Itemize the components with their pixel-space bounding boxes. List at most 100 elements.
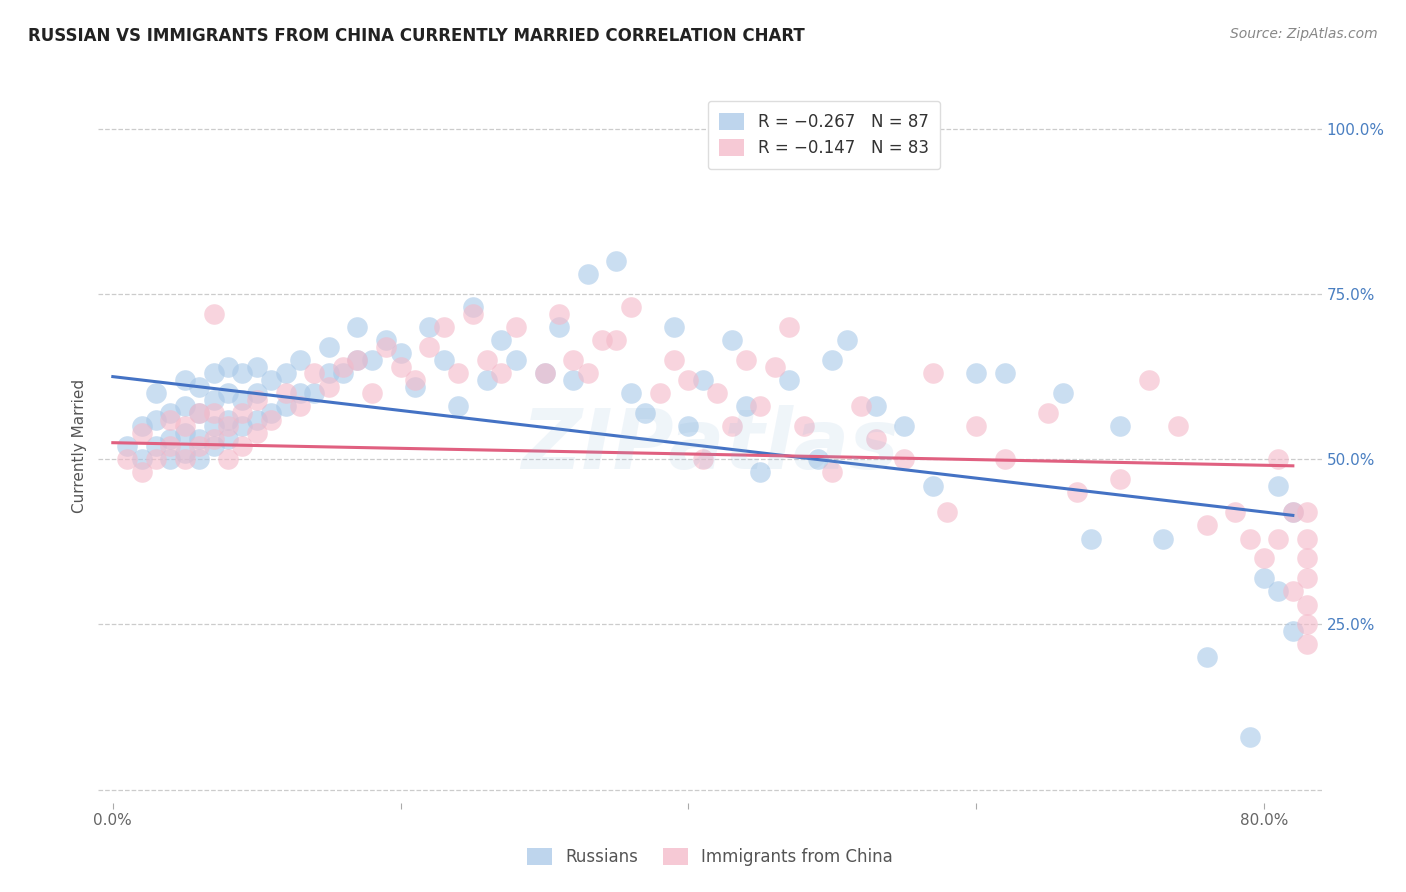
Point	[735, 353, 758, 368]
Point	[735, 400, 758, 414]
Point	[763, 359, 786, 374]
Point	[217, 412, 239, 426]
Point	[173, 445, 195, 459]
Point	[1296, 617, 1319, 632]
Point	[605, 254, 627, 268]
Point	[145, 439, 167, 453]
Point	[202, 392, 225, 407]
Point	[1296, 571, 1319, 585]
Point	[404, 373, 426, 387]
Point	[1052, 386, 1074, 401]
Point	[115, 439, 138, 453]
Point	[533, 367, 555, 381]
Point	[202, 433, 225, 447]
Point	[145, 386, 167, 401]
Point	[720, 333, 742, 347]
Point	[1267, 532, 1289, 546]
Point	[360, 386, 382, 401]
Point	[1152, 532, 1174, 546]
Point	[1282, 505, 1305, 519]
Point	[662, 353, 685, 368]
Y-axis label: Currently Married: Currently Married	[72, 379, 87, 513]
Point	[1267, 452, 1289, 467]
Point	[1066, 485, 1088, 500]
Point	[865, 433, 887, 447]
Point	[246, 412, 269, 426]
Point	[749, 400, 772, 414]
Point	[1195, 650, 1218, 665]
Point	[318, 340, 340, 354]
Point	[389, 359, 412, 374]
Point	[965, 419, 987, 434]
Point	[131, 452, 153, 467]
Point	[288, 353, 311, 368]
Point	[620, 300, 643, 314]
Point	[678, 419, 700, 434]
Point	[1225, 505, 1247, 519]
Point	[159, 412, 181, 426]
Point	[692, 373, 714, 387]
Point	[1167, 419, 1189, 434]
Point	[634, 406, 657, 420]
Point	[145, 452, 167, 467]
Point	[1296, 598, 1319, 612]
Point	[922, 367, 945, 381]
Text: RUSSIAN VS IMMIGRANTS FROM CHINA CURRENTLY MARRIED CORRELATION CHART: RUSSIAN VS IMMIGRANTS FROM CHINA CURRENT…	[28, 27, 804, 45]
Point	[231, 367, 253, 381]
Point	[202, 367, 225, 381]
Point	[159, 406, 181, 420]
Point	[505, 353, 527, 368]
Point	[936, 505, 959, 519]
Point	[1137, 373, 1160, 387]
Legend: Russians, Immigrants from China: Russians, Immigrants from China	[520, 841, 900, 873]
Text: ZIPatlas: ZIPatlas	[522, 406, 898, 486]
Point	[994, 452, 1017, 467]
Point	[1296, 637, 1319, 651]
Point	[1296, 505, 1319, 519]
Point	[188, 406, 211, 420]
Point	[159, 439, 181, 453]
Point	[346, 320, 368, 334]
Point	[461, 300, 484, 314]
Point	[217, 433, 239, 447]
Point	[562, 353, 585, 368]
Point	[304, 367, 326, 381]
Point	[246, 386, 269, 401]
Point	[360, 353, 382, 368]
Point	[1253, 571, 1275, 585]
Point	[274, 386, 297, 401]
Point	[389, 346, 412, 360]
Point	[346, 353, 368, 368]
Point	[188, 439, 211, 453]
Point	[159, 452, 181, 467]
Point	[965, 367, 987, 381]
Point	[678, 373, 700, 387]
Point	[865, 400, 887, 414]
Point	[202, 406, 225, 420]
Point	[318, 379, 340, 393]
Point	[173, 419, 195, 434]
Point	[1282, 505, 1305, 519]
Point	[692, 452, 714, 467]
Point	[173, 452, 195, 467]
Point	[188, 406, 211, 420]
Point	[533, 367, 555, 381]
Point	[922, 478, 945, 492]
Point	[475, 373, 498, 387]
Point	[893, 452, 915, 467]
Point	[1296, 551, 1319, 566]
Point	[274, 367, 297, 381]
Point	[461, 307, 484, 321]
Point	[778, 373, 800, 387]
Point	[475, 353, 498, 368]
Point	[1296, 532, 1319, 546]
Point	[288, 386, 311, 401]
Point	[173, 425, 195, 440]
Point	[893, 419, 915, 434]
Point	[548, 307, 571, 321]
Point	[188, 433, 211, 447]
Point	[562, 373, 585, 387]
Point	[576, 267, 599, 281]
Point	[231, 419, 253, 434]
Point	[793, 419, 815, 434]
